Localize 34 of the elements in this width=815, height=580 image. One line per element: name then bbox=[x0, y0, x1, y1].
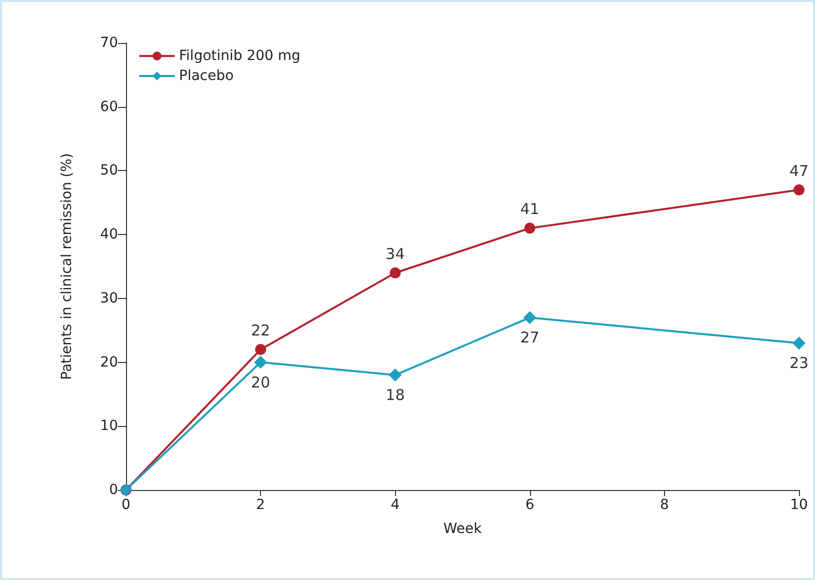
x-tick-label: 8 bbox=[660, 497, 669, 513]
data-label: 47 bbox=[789, 162, 809, 180]
y-tick-label: 60 bbox=[100, 98, 118, 115]
data-label: 18 bbox=[386, 386, 405, 404]
data-label: 20 bbox=[251, 373, 270, 392]
y-tick-label: 10 bbox=[100, 418, 118, 434]
point bbox=[388, 368, 402, 382]
y-tick-label: 0 bbox=[109, 482, 118, 498]
data-label: 41 bbox=[520, 200, 540, 218]
y-tick-label: 70 bbox=[100, 35, 118, 51]
point bbox=[794, 184, 804, 196]
x-tick-label: 4 bbox=[390, 497, 400, 513]
y-tick-label: 20 bbox=[100, 354, 118, 370]
data-label: 27 bbox=[520, 328, 540, 347]
x-tick-label: 10 bbox=[790, 497, 808, 513]
point bbox=[523, 311, 536, 324]
legend-label: Filgotinib 200 mg bbox=[179, 48, 300, 64]
point bbox=[254, 356, 268, 369]
y-tick-label: 30 bbox=[100, 290, 118, 306]
point bbox=[255, 344, 266, 356]
y-tick-label: 40 bbox=[100, 226, 118, 243]
x-tick-label: 2 bbox=[256, 497, 266, 513]
point bbox=[792, 336, 806, 350]
point bbox=[524, 222, 536, 234]
x-tick-label: 6 bbox=[525, 497, 534, 513]
y-axis-title: Patients in clinical remission (%) bbox=[59, 153, 75, 380]
x-tick-label: 0 bbox=[122, 497, 130, 513]
y-tick-label: 50 bbox=[100, 162, 118, 179]
point bbox=[390, 267, 401, 278]
data-label: 22 bbox=[251, 322, 270, 340]
data-label: 23 bbox=[789, 354, 809, 372]
data-label: 34 bbox=[386, 244, 405, 263]
legend-label: Placebo bbox=[179, 68, 234, 84]
x-axis-title: Week bbox=[443, 521, 483, 537]
